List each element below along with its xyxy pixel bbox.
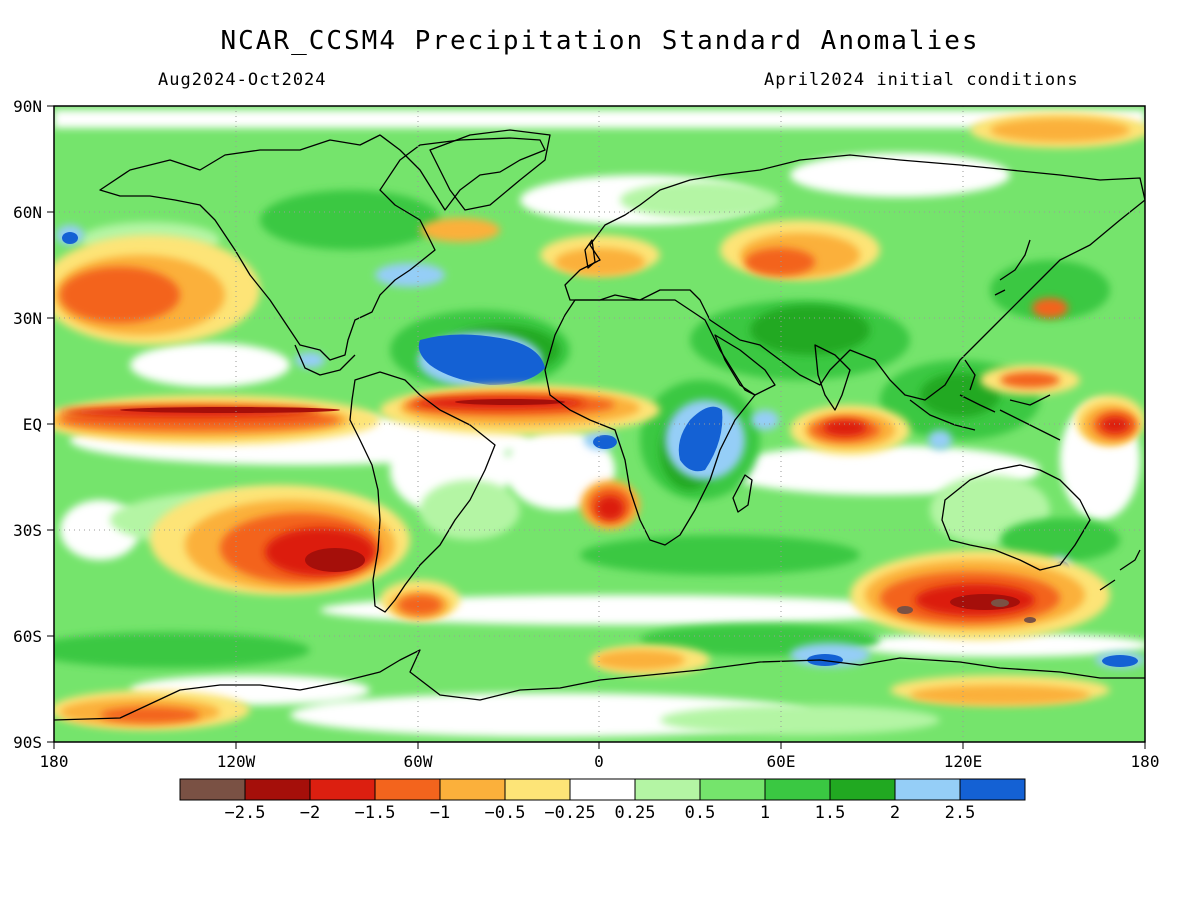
coastline-africa	[544, 299, 756, 546]
colorbar-label: 1.5	[815, 803, 846, 823]
coastline-north-america	[99, 134, 546, 361]
coastline-antarctica	[54, 649, 1145, 721]
lon-label: 60W	[404, 752, 433, 771]
coastline-madagascar	[732, 474, 753, 513]
lon-label: 180	[40, 752, 69, 771]
record-dry-areas	[897, 599, 1036, 623]
coastline-maritime-continent	[909, 359, 1061, 441]
lat-label: EQ	[23, 415, 42, 434]
colorbar-label: 1	[760, 803, 770, 823]
longitude-axis: 180 120W 60W 0 60E 120E 180	[40, 742, 1160, 771]
colorbar-swatch	[374, 778, 441, 801]
lon-label: 180	[1131, 752, 1160, 771]
lon-label: 60E	[767, 752, 796, 771]
colorbar-label: 2	[890, 803, 900, 823]
colorbar-swatch	[244, 778, 311, 801]
colorbar-swatch	[894, 778, 961, 801]
lon-label: 0	[594, 752, 604, 771]
coastlines	[54, 129, 1145, 721]
colorbar-swatch	[179, 778, 246, 801]
forecast-period: Aug2024-Oct2024	[158, 70, 327, 90]
coastline-uk	[584, 239, 596, 269]
colorbar: −2.5 −2 −1.5 −1 −0.5 −0.25 0.25 0.5 1 1.5 2 2.5	[179, 778, 1026, 823]
colorbar-swatch	[959, 778, 1026, 801]
colorbar-label: −0.25	[544, 803, 595, 823]
lat-label: 30N	[13, 309, 42, 328]
grid-lines	[54, 106, 1145, 742]
lat-label: 30S	[13, 521, 42, 540]
colorbar-label: 2.5	[945, 803, 976, 823]
lat-label: 90N	[13, 97, 42, 116]
colorbar-label: 0.25	[615, 803, 656, 823]
coastline-eurasia	[564, 154, 1145, 401]
colorbar-label: 0.5	[685, 803, 716, 823]
colorbar-swatch	[829, 778, 896, 801]
lat-label: 60S	[13, 627, 42, 646]
coastline-south-america	[349, 371, 496, 613]
lat-label: 90S	[13, 733, 42, 752]
colorbar-swatch	[309, 778, 376, 801]
colorbar-swatch	[569, 778, 636, 801]
coastline-greenland	[429, 129, 551, 211]
coastline-india	[814, 344, 851, 411]
coastline-japan	[994, 239, 1031, 296]
colorbar-label: −0.5	[485, 803, 526, 823]
colorbar-swatch	[699, 778, 766, 801]
lon-label: 120W	[217, 752, 256, 771]
colorbar-label: −1	[430, 803, 450, 823]
latitude-axis: 90N 60N 30N EQ 30S 60S 90S	[13, 97, 54, 752]
colorbar-swatch	[634, 778, 701, 801]
coastline-new-zealand	[1099, 549, 1141, 591]
coastline-australia	[941, 464, 1091, 571]
very-wet-areas-dark	[62, 232, 1138, 667]
lon-label: 120E	[944, 752, 983, 771]
colorbar-label: −2.5	[225, 803, 266, 823]
colorbar-swatch	[439, 778, 506, 801]
colorbar-label: −2	[300, 803, 320, 823]
map-title: NCAR_CCSM4 Precipitation Standard Anomal…	[220, 26, 980, 56]
initial-conditions: April2024 initial conditions	[764, 70, 1079, 90]
colorbar-label: −1.5	[355, 803, 396, 823]
colorbar-swatch	[764, 778, 831, 801]
colorbar-swatch	[504, 778, 571, 801]
lat-label: 60N	[13, 203, 42, 222]
